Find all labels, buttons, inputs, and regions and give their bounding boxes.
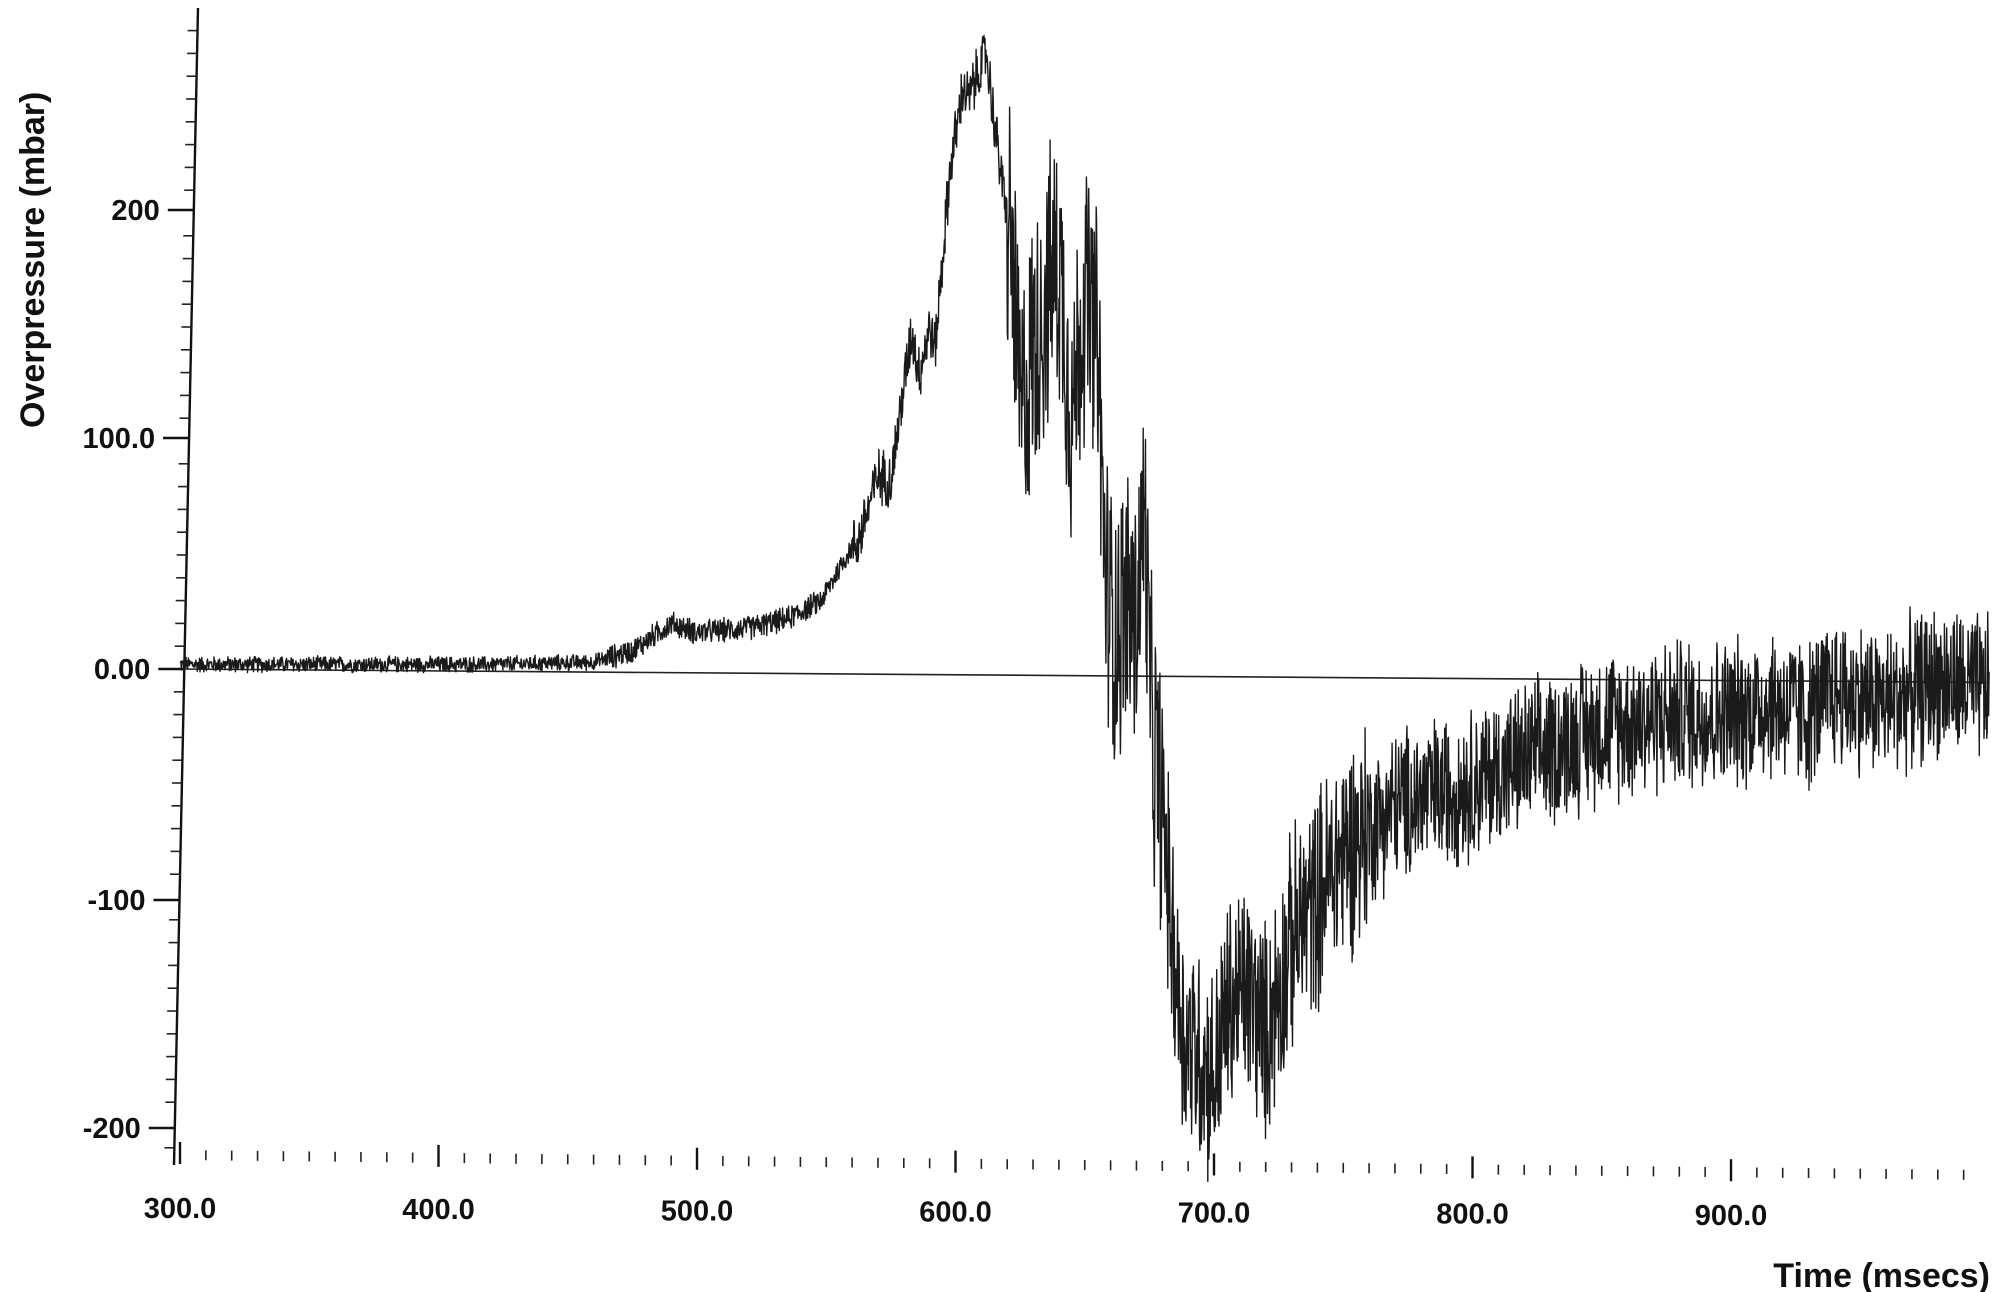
y-tick-label: 100.0 bbox=[83, 423, 156, 455]
x-tick-labels: 300.0 400.0 500.0 600.0 700.0 800.0 900.0 bbox=[144, 1193, 1768, 1232]
x-axis-title: Time (msecs) bbox=[1773, 1257, 1990, 1292]
x-tick-label: 700.0 bbox=[1178, 1198, 1251, 1230]
y-axis-line bbox=[172, 7, 200, 1166]
x-tick-label: 300.0 bbox=[144, 1193, 217, 1225]
y-tick-label: -100 bbox=[87, 885, 145, 917]
x-tick-label: 800.0 bbox=[1436, 1199, 1509, 1231]
x-tick-label: 400.0 bbox=[402, 1194, 475, 1226]
x-tick-label: 600.0 bbox=[919, 1196, 992, 1228]
plot-axes bbox=[172, 7, 1987, 1166]
y-tick-label: 200 bbox=[111, 195, 159, 227]
y-tick-labels: 200 100.0 0.00 -100 -200 bbox=[83, 195, 160, 1145]
y-tick-label: 0.00 bbox=[94, 654, 150, 686]
x-tick-label: 500.0 bbox=[661, 1195, 734, 1227]
y-axis-title: Overpressure (mbar) bbox=[14, 92, 52, 428]
overpressure-trace bbox=[179, 34, 1990, 1183]
y-minor-ticks bbox=[164, 29, 198, 1149]
x-tick-label: 900.0 bbox=[1695, 1200, 1768, 1232]
y-major-ticks bbox=[148, 208, 194, 1130]
x-minor-ticks bbox=[178, 1142, 1965, 1182]
y-tick-label: -200 bbox=[83, 1113, 141, 1145]
